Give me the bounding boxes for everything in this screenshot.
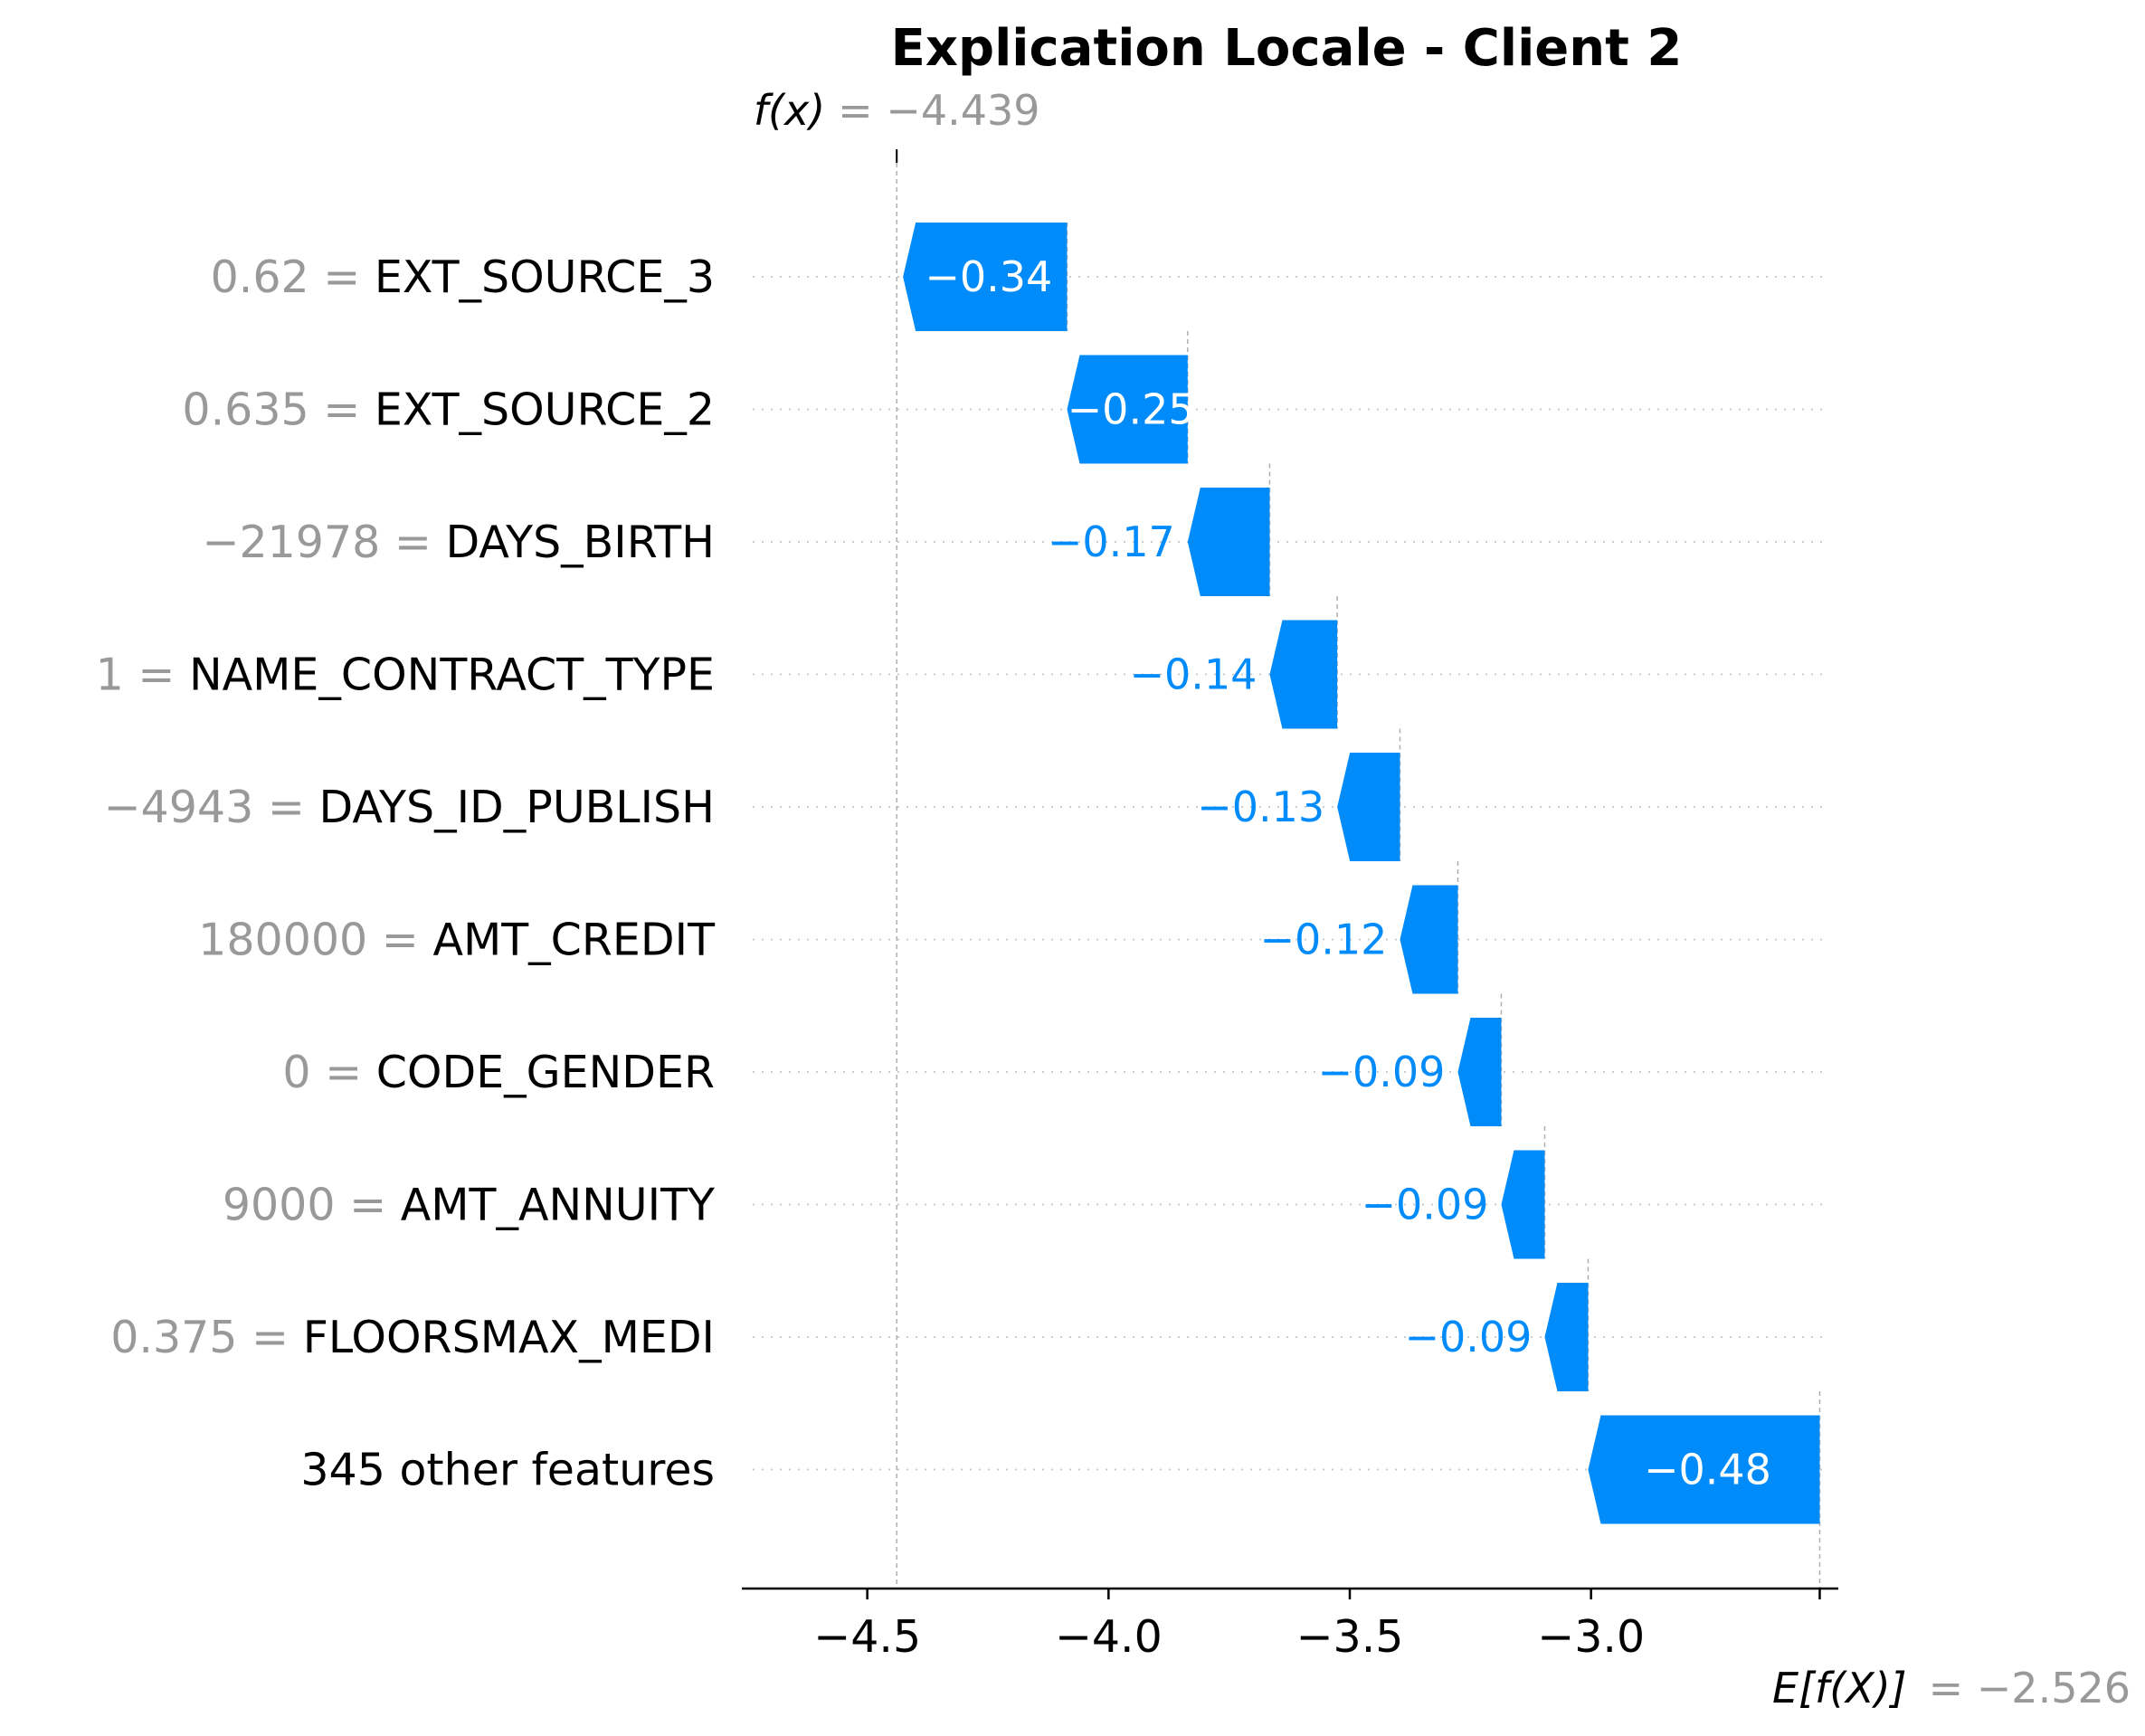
expected-value-annotation: E[f(X)] = −2.526 <box>1772 1664 2131 1712</box>
grid-layer <box>753 276 1827 1471</box>
x-tick-label: −4.5 <box>813 1611 921 1663</box>
feature-label: 0 = CODE_GENDER <box>282 1047 715 1098</box>
feature-label: 0.375 = FLOORSMAX_MEDI <box>110 1312 715 1363</box>
feature-name: 345 other features <box>300 1445 715 1496</box>
feature-value: −4943 = <box>104 782 319 833</box>
feature-value: 0.635 = <box>182 384 375 436</box>
feature-value: 180000 = <box>198 915 432 966</box>
bar-value-label: −0.13 <box>1197 783 1324 831</box>
bar-value-label: −0.17 <box>1048 517 1175 566</box>
x-tick-label: −4.0 <box>1055 1611 1163 1663</box>
feature-label: −4943 = DAYS_ID_PUBLISH <box>104 782 716 833</box>
feature-label: 0.635 = EXT_SOURCE_2 <box>182 384 715 436</box>
feature-name: DAYS_BIRTH <box>446 517 715 568</box>
fx-annotation: f(x) = −4.439 <box>754 86 1040 135</box>
feature-name: DAYS_ID_PUBLISH <box>318 782 715 833</box>
chart-title: Explication Locale - Client 2 <box>891 19 1683 78</box>
bar-value-label: −0.14 <box>1129 650 1257 699</box>
waterfall-bar <box>1588 1415 1820 1524</box>
feature-name: NAME_CONTRACT_TYPE <box>189 650 715 701</box>
fx-value: = −4.439 <box>838 86 1039 135</box>
feature-label: −21978 = DAYS_BIRTH <box>202 517 715 568</box>
bar-value-label: −0.09 <box>1317 1048 1445 1096</box>
waterfall-bar <box>1501 1150 1545 1259</box>
bar-value-label: −0.34 <box>925 252 1052 301</box>
bar-value-label: −0.25 <box>1068 385 1195 434</box>
feature-name: FLOORSMAX_MEDI <box>303 1312 715 1363</box>
waterfall-bar <box>1400 885 1458 994</box>
fx-text: f(x) = −4.439 <box>754 86 1040 135</box>
feature-label: 180000 = AMT_CREDIT <box>198 915 716 966</box>
feature-label: 0.62 = EXT_SOURCE_3 <box>211 251 715 303</box>
feature-value: 9000 = <box>223 1180 401 1231</box>
fx-symbol: f(x) <box>754 86 825 135</box>
feature-label: 9000 = AMT_ANNUITY <box>223 1180 716 1231</box>
bar-value-label: −0.09 <box>1404 1313 1532 1361</box>
x-axis: −4.5 −4.0 −3.5 −3.0 <box>742 1587 1838 1663</box>
connector-layer <box>896 149 1821 1589</box>
feature-value: 1 = <box>96 650 189 701</box>
waterfall-bar <box>1544 1283 1589 1391</box>
bar-value-label: −0.48 <box>1644 1446 1771 1494</box>
feature-name: EXT_SOURCE_3 <box>375 251 715 303</box>
feature-value: 0.62 = <box>211 251 375 303</box>
x-tick-label: −3.0 <box>1537 1611 1645 1663</box>
waterfall-bar <box>1067 355 1188 464</box>
waterfall-bar <box>1337 753 1400 861</box>
waterfall-bar <box>1269 620 1338 729</box>
bar-layer: −0.34 −0.25 −0.17 −0.14 −0.13 −0.12 −0.09 −0.09… <box>903 223 1820 1524</box>
x-tick-label: −3.5 <box>1296 1611 1404 1663</box>
feature-label-layer: 0.62 = EXT_SOURCE_3 0.635 = EXT_SOURCE_2 −… <box>96 251 716 1496</box>
feature-name: EXT_SOURCE_2 <box>375 384 715 436</box>
bar-value-label: −0.09 <box>1361 1181 1488 1229</box>
ex-symbol: E[f(X)] <box>1772 1664 1907 1712</box>
feature-name: AMT_ANNUITY <box>401 1180 716 1231</box>
bar-value-label: −0.12 <box>1259 915 1387 964</box>
feature-name: AMT_CREDIT <box>432 915 716 966</box>
waterfall-bar <box>1457 1018 1502 1126</box>
waterfall-bar <box>903 223 1068 331</box>
feature-name: CODE_GENDER <box>376 1047 715 1098</box>
waterfall-bar <box>1187 488 1270 596</box>
ex-text: E[f(X)] = −2.526 <box>1772 1664 2131 1712</box>
feature-value: 0.375 = <box>110 1312 303 1363</box>
feature-label: 1 = NAME_CONTRACT_TYPE <box>96 650 715 701</box>
feature-label: 345 other features <box>300 1445 715 1496</box>
feature-value: 0 = <box>282 1047 375 1098</box>
feature-value: −21978 = <box>202 517 445 568</box>
ex-value: = −2.526 <box>1929 1664 2131 1712</box>
